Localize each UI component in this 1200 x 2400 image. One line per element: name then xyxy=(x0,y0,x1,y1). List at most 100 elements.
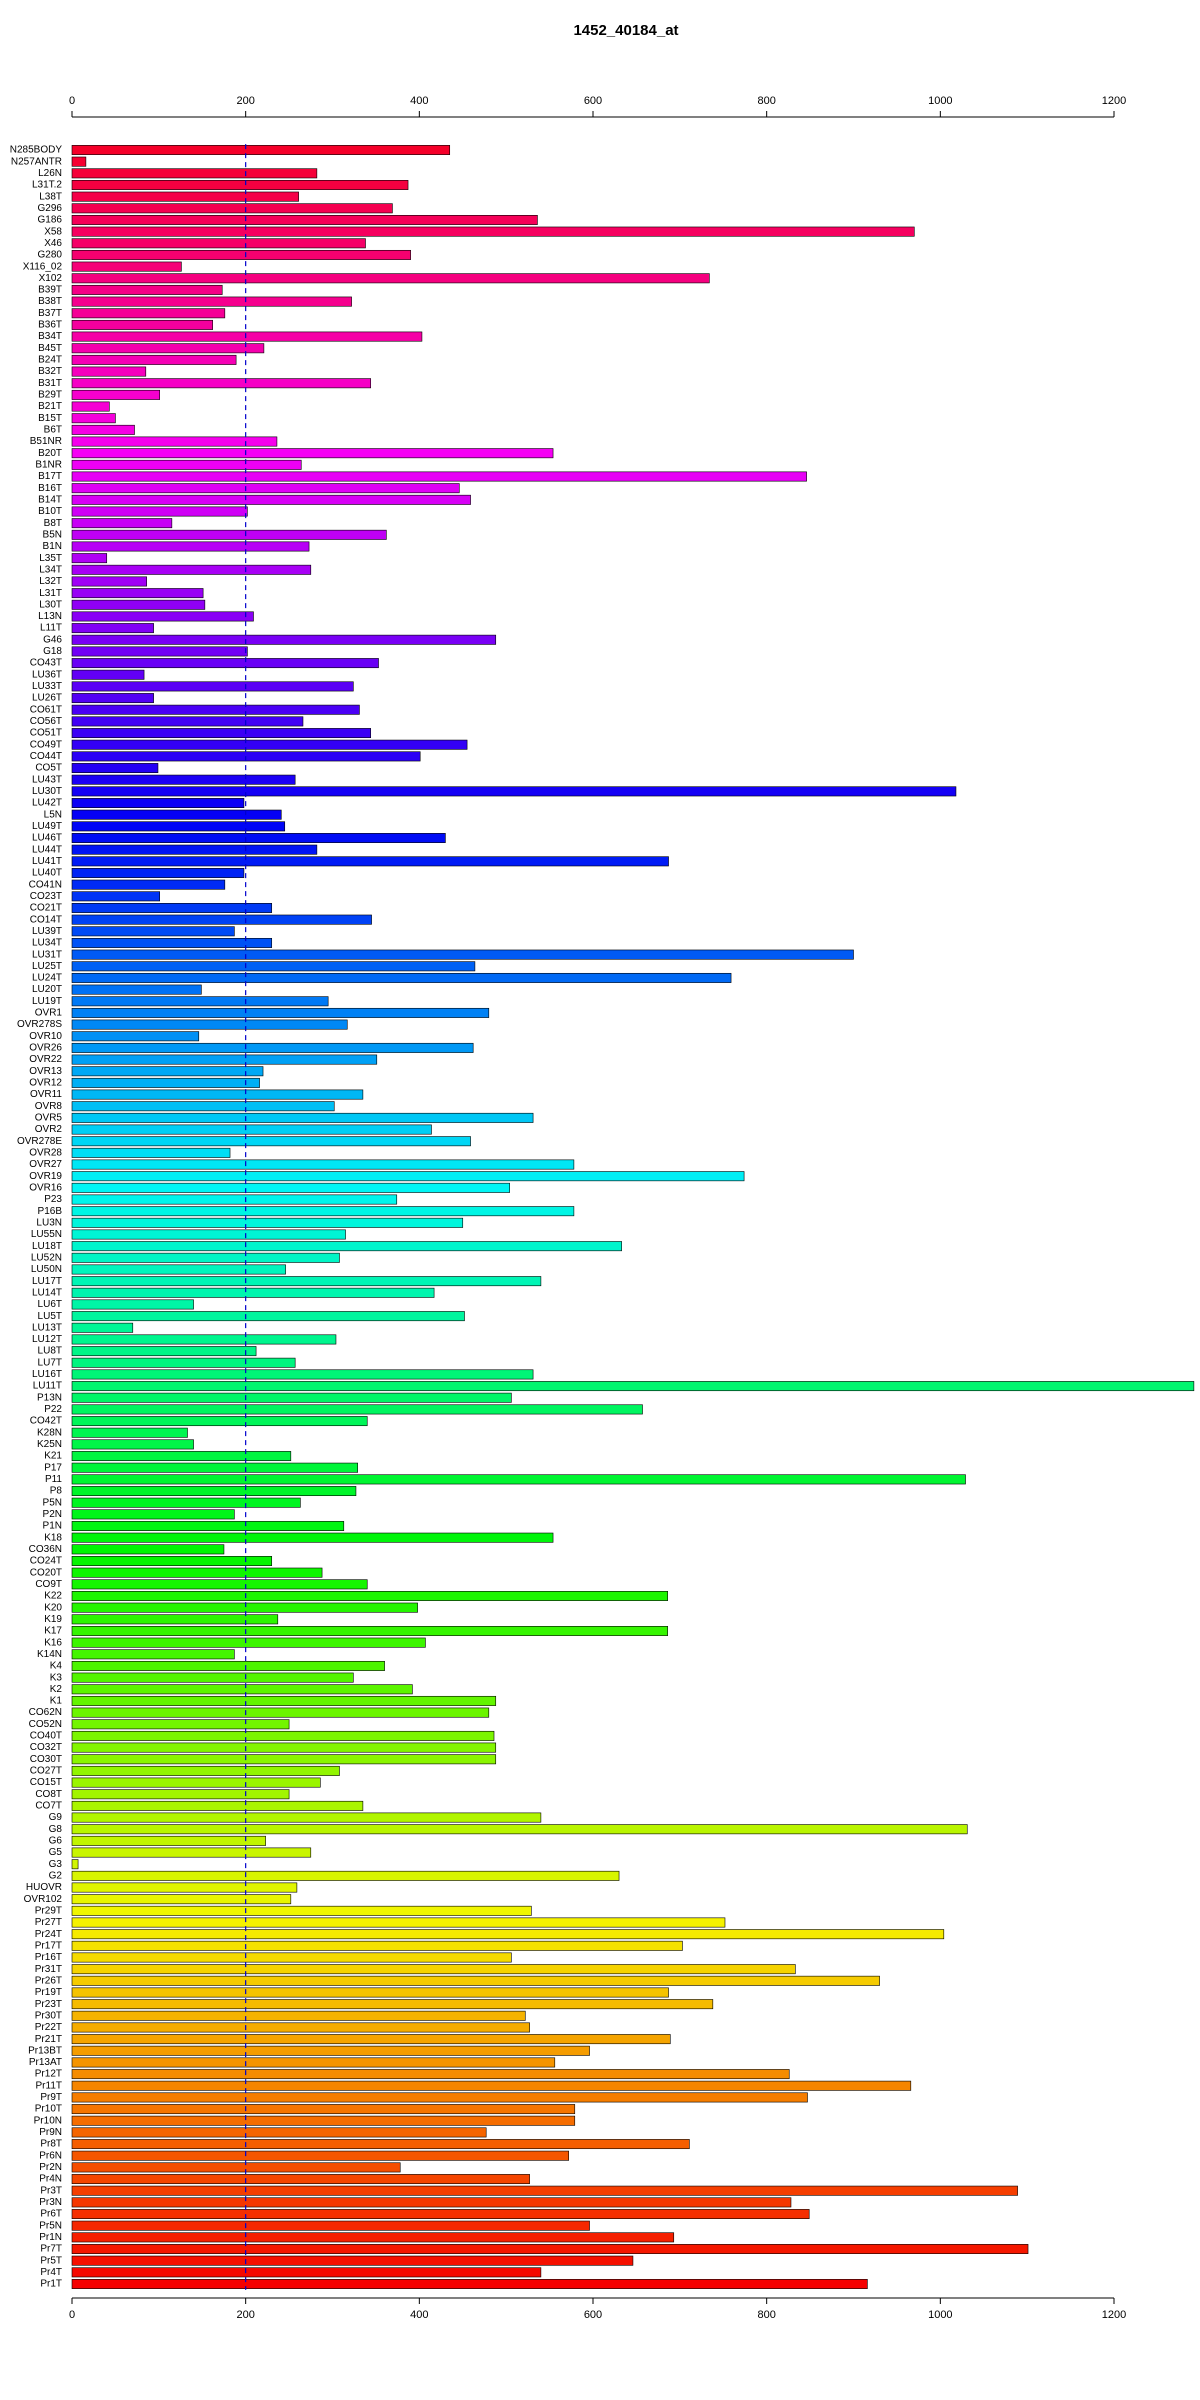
category-label: OVR1 xyxy=(35,1008,63,1019)
category-label: Pr26T xyxy=(35,1975,62,1986)
bar xyxy=(71,2139,690,2150)
bar xyxy=(71,1952,512,1963)
bar xyxy=(71,1649,235,1660)
bar xyxy=(71,2022,530,2033)
bar xyxy=(71,389,161,400)
category-label: OVR19 xyxy=(29,1171,62,1182)
bar xyxy=(71,2115,576,2126)
bar xyxy=(71,1427,188,1438)
bar xyxy=(71,833,446,843)
bar xyxy=(71,1486,357,1497)
bar xyxy=(71,1497,301,1508)
category-label: LU6T xyxy=(38,1299,62,1310)
bar xyxy=(71,903,273,913)
category-label: CO5T xyxy=(35,763,62,774)
bar xyxy=(71,1264,286,1275)
category-label: Pr30T xyxy=(35,2010,62,2021)
bar xyxy=(71,494,471,505)
category-label: B34T xyxy=(38,331,62,342)
bar xyxy=(71,1765,340,1776)
bar xyxy=(71,1672,354,1683)
category-label: LU8T xyxy=(38,1346,62,1357)
category-label: K4 xyxy=(50,1661,63,1672)
bar xyxy=(71,1695,497,1706)
category-label: LU52N xyxy=(31,1252,62,1263)
category-label: G2 xyxy=(49,1870,63,1881)
bar xyxy=(71,459,302,470)
bar xyxy=(71,716,304,727)
bar xyxy=(71,1532,554,1543)
category-label: B8T xyxy=(44,518,62,529)
category-label: K17 xyxy=(44,1626,62,1637)
bar xyxy=(71,1800,364,1811)
bar xyxy=(71,1987,669,1998)
category-label: B10T xyxy=(38,506,62,517)
category-label: B51NR xyxy=(30,436,62,447)
bar xyxy=(71,2150,569,2161)
category-label: CO7T xyxy=(35,1801,62,1812)
category-label: K19 xyxy=(44,1614,62,1625)
category-label: LU31T xyxy=(32,949,62,960)
bar xyxy=(71,646,248,657)
bar xyxy=(71,891,161,902)
bar xyxy=(71,343,265,354)
bar xyxy=(71,1999,714,2010)
category-label: LU3N xyxy=(36,1217,62,1228)
category-label: Pr4T xyxy=(40,2267,62,2278)
category-label: LU40T xyxy=(32,868,62,879)
category-label: L31T xyxy=(39,588,62,599)
category-label: OVR278S xyxy=(17,1019,62,1030)
bar xyxy=(71,2255,634,2266)
category-label: Pr3N xyxy=(39,2197,62,2208)
category-label: Pr19T xyxy=(35,1987,62,1998)
category-label: CO43T xyxy=(30,658,62,669)
bar xyxy=(71,1171,745,1182)
category-label: LU17T xyxy=(32,1276,62,1287)
bar xyxy=(71,1031,200,1042)
bar xyxy=(71,2174,530,2185)
category-label: K28N xyxy=(37,1427,62,1438)
bar xyxy=(71,1626,668,1636)
category-label: CO44T xyxy=(30,751,62,762)
category-label: LU46T xyxy=(32,833,62,844)
category-label: N285BODY xyxy=(10,145,63,156)
category-label: B21T xyxy=(38,401,62,412)
category-label: LU41T xyxy=(32,856,62,867)
bar xyxy=(71,2162,401,2173)
category-label: LU44T xyxy=(32,844,62,855)
category-label: X46 xyxy=(44,238,62,249)
category-label: G6 xyxy=(49,1836,63,1847)
bar xyxy=(71,1276,542,1287)
bar xyxy=(71,1882,298,1893)
category-label: Pr13AT xyxy=(29,2057,62,2068)
category-label: Pr27T xyxy=(35,1917,62,1928)
category-label: Pr11T xyxy=(36,2080,63,2091)
category-label: P17 xyxy=(44,1462,62,1473)
category-label: Pr4N xyxy=(39,2174,62,2185)
bar xyxy=(71,483,460,494)
category-label: B24T xyxy=(38,355,62,366)
category-label: LU34T xyxy=(32,938,62,949)
category-label: CO23T xyxy=(30,891,62,902)
bar xyxy=(71,2279,868,2289)
bar xyxy=(71,844,318,855)
category-label: L34T xyxy=(39,564,62,575)
category-label: Pr9T xyxy=(40,2092,62,2103)
bar xyxy=(71,1754,497,1765)
bar xyxy=(71,2092,808,2103)
category-label: LU30T xyxy=(32,786,62,797)
bar xyxy=(71,763,159,774)
bar xyxy=(71,798,245,808)
category-label: Pr22T xyxy=(35,2022,62,2033)
category-label: P1N xyxy=(43,1521,62,1532)
category-label: B17T xyxy=(38,471,62,482)
bar xyxy=(71,1730,495,1741)
category-label: G5 xyxy=(49,1847,63,1858)
chart-title: 1452_40184_at xyxy=(573,22,678,39)
category-label: CO42T xyxy=(30,1416,62,1427)
bar xyxy=(71,366,147,377)
bar xyxy=(71,180,409,190)
category-label: L11T xyxy=(40,623,62,634)
category-label: CO21T xyxy=(30,903,62,914)
bar xyxy=(71,378,372,389)
